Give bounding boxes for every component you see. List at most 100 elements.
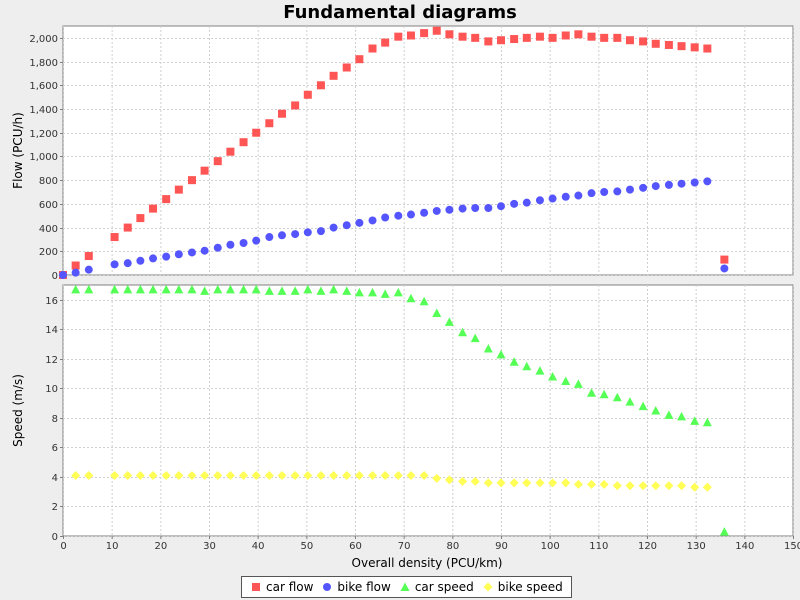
- y-axis-label: Speed (m/s): [11, 374, 25, 447]
- data-point: [458, 476, 468, 486]
- y-tick-label: 800: [39, 176, 58, 187]
- legend-item: bike speed: [482, 580, 563, 594]
- data-point: [174, 470, 184, 480]
- data-point: [123, 284, 133, 294]
- data-point: [561, 192, 570, 201]
- data-point: [148, 284, 158, 294]
- data-point: [497, 36, 505, 45]
- data-point: [612, 481, 622, 491]
- data-point: [265, 119, 274, 128]
- data-point: [664, 410, 674, 419]
- data-point: [71, 470, 81, 480]
- data-point: [316, 81, 325, 90]
- data-point: [432, 206, 441, 215]
- data-point: [432, 26, 441, 35]
- data-point: [303, 284, 313, 294]
- data-point: [239, 238, 248, 247]
- data-point: [71, 268, 80, 277]
- data-point: [354, 287, 364, 297]
- data-point: [329, 284, 339, 294]
- data-point: [381, 38, 390, 47]
- data-point: [84, 265, 93, 274]
- data-point: [200, 470, 210, 480]
- data-point: [406, 470, 416, 480]
- data-point: [587, 479, 597, 489]
- data-point: [278, 231, 286, 240]
- data-point: [161, 284, 171, 294]
- legend-swatch: [400, 582, 410, 591]
- data-point: [651, 182, 660, 191]
- data-point: [677, 42, 686, 51]
- x-tick-label: 60: [349, 541, 362, 552]
- legend: car flow bike flow car speed bike speed: [241, 576, 572, 598]
- x-tick-label: 50: [300, 541, 313, 552]
- data-point: [419, 470, 429, 480]
- y-tick-label: 200: [39, 247, 58, 258]
- data-point: [148, 470, 158, 480]
- data-point: [110, 470, 120, 480]
- legend-item: bike flow: [321, 580, 391, 594]
- data-point: [110, 284, 120, 294]
- data-point: [136, 214, 145, 223]
- legend-item: car speed: [399, 580, 474, 594]
- data-point: [264, 286, 274, 295]
- data-point: [135, 470, 145, 480]
- y-tick-label: 8: [52, 414, 58, 425]
- data-point: [587, 189, 596, 198]
- data-point: [444, 475, 454, 485]
- data-point: [690, 43, 699, 52]
- data-point: [599, 479, 609, 489]
- data-point: [561, 376, 571, 385]
- data-point: [239, 470, 249, 480]
- data-point: [110, 233, 119, 242]
- x-tick-label: 20: [154, 541, 167, 552]
- x-tick-label: 0: [60, 541, 66, 552]
- data-point: [316, 286, 326, 295]
- data-point: [573, 479, 583, 489]
- data-point: [561, 31, 570, 40]
- data-point: [471, 33, 480, 42]
- data-point: [368, 216, 377, 225]
- data-point: [123, 223, 132, 232]
- data-point: [719, 527, 729, 536]
- y-tick-label: 1,400: [29, 105, 58, 116]
- data-point: [264, 470, 274, 480]
- data-point: [368, 287, 378, 297]
- legend-label: bike speed: [497, 580, 563, 594]
- data-point: [303, 228, 312, 237]
- legend-marker: [400, 582, 410, 591]
- data-point: [483, 478, 493, 488]
- data-point: [187, 284, 197, 294]
- y-tick-label: 14: [45, 325, 58, 336]
- data-point: [444, 317, 454, 326]
- data-point: [535, 32, 544, 41]
- y-tick-label: 16: [45, 296, 58, 307]
- data-point: [548, 372, 558, 381]
- data-point: [458, 32, 467, 41]
- data-point: [651, 406, 661, 415]
- data-point: [394, 211, 403, 220]
- data-point: [149, 254, 158, 263]
- data-point: [316, 227, 325, 236]
- data-point: [71, 284, 81, 294]
- data-point: [394, 32, 403, 41]
- data-point: [612, 392, 622, 402]
- data-point: [639, 183, 648, 192]
- data-point: [548, 194, 557, 203]
- data-point: [522, 33, 531, 42]
- data-point: [574, 30, 583, 39]
- data-point: [483, 343, 493, 353]
- data-point: [71, 261, 80, 270]
- data-point: [406, 31, 415, 40]
- data-point: [625, 481, 635, 491]
- data-point: [251, 284, 261, 294]
- data-point: [599, 389, 609, 399]
- data-point: [187, 470, 197, 480]
- data-point: [291, 230, 300, 239]
- data-point: [84, 284, 94, 294]
- data-point: [690, 178, 699, 187]
- y-tick-label: 2,000: [29, 34, 58, 45]
- x-tick-label: 90: [495, 541, 508, 552]
- data-point: [355, 218, 364, 227]
- data-point: [613, 187, 622, 196]
